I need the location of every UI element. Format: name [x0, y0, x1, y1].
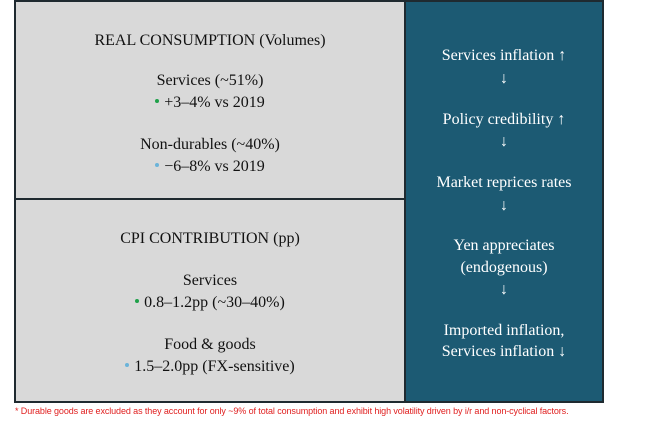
services-share-heading: Services (~51%)	[156, 72, 264, 89]
flow-step-services-inflation: Services inflation ↑	[441, 47, 567, 64]
down-arrow-icon: ↓	[500, 281, 508, 298]
flow-step-imported-inflation: Imported inflation,	[443, 322, 565, 339]
non-durables-volume-detail: −6–8% vs 2019	[16, 156, 404, 178]
footnote: * Durable goods are excluded as they acc…	[15, 406, 569, 416]
blue-bullet-icon	[155, 163, 160, 168]
real-consumption-panel: REAL CONSUMPTION (Volumes) Services (~51…	[16, 2, 406, 200]
flow-step-policy-credibility: Policy credibility ↑	[442, 111, 566, 128]
services-cpi-heading: Services	[182, 272, 238, 289]
real-consumption-title: REAL CONSUMPTION (Volumes)	[94, 32, 326, 49]
services-cpi-detail: 0.8–1.2pp (~30–40%)	[16, 292, 404, 314]
cpi-contribution-panel: CPI CONTRIBUTION (pp) Services 0.8–1.2pp…	[16, 200, 406, 401]
flow-step-yen-endogenous: (endogenous)	[460, 259, 548, 276]
down-arrow-icon: ↓	[500, 133, 508, 150]
diagram-frame: REAL CONSUMPTION (Volumes) Services (~51…	[14, 0, 604, 403]
cpi-contribution-title: CPI CONTRIBUTION (pp)	[120, 230, 300, 247]
green-bullet-icon	[135, 299, 140, 304]
flow-step-services-inflation-down: Services inflation ↓	[441, 343, 567, 360]
food-goods-cpi-detail: 1.5–2.0pp (FX-sensitive)	[16, 356, 404, 378]
flow-step-market-reprices: Market reprices rates	[436, 174, 572, 191]
green-bullet-icon	[155, 99, 160, 104]
down-arrow-icon: ↓	[500, 197, 508, 214]
flow-step-yen-appreciates: Yen appreciates	[453, 237, 555, 254]
food-goods-cpi-heading: Food & goods	[164, 336, 256, 353]
non-durables-share-heading: Non-durables (~40%)	[140, 136, 280, 153]
transmission-flow-panel: Services inflation ↑ ↓ Policy credibilit…	[406, 2, 602, 401]
services-volume-detail: +3–4% vs 2019	[16, 92, 404, 114]
blue-bullet-icon	[125, 363, 130, 368]
down-arrow-icon: ↓	[500, 70, 508, 87]
